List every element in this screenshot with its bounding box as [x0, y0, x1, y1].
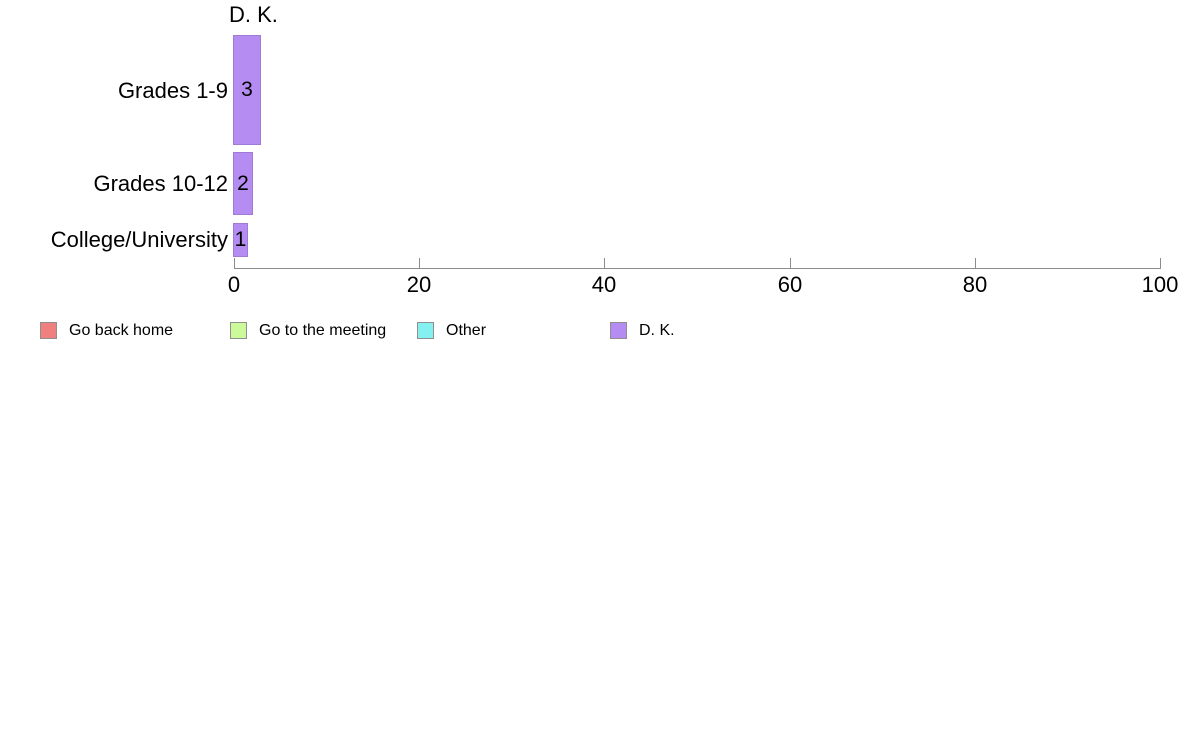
category-label-college-university: College/University: [50, 227, 228, 252]
legend-swatch-go-to-the-meeting: [230, 322, 247, 339]
chart-title: D. K.: [229, 2, 278, 27]
bar-grades-1-9: 3: [233, 35, 261, 145]
legend-item-go-back-home: Go back home: [40, 321, 173, 340]
legend-label: Go to the meeting: [259, 322, 387, 339]
legend-swatch-go-back-home: [40, 322, 57, 339]
legend-label: D. K.: [639, 322, 675, 339]
x-axis-tick: [1160, 258, 1161, 268]
legend-item-other: Other: [417, 321, 486, 340]
bar-value-label: 1: [234, 228, 247, 251]
x-axis-tick-label: 0: [227, 272, 241, 297]
x-axis-tick-label: 80: [962, 272, 988, 297]
category-label-grades-1-9: Grades 1-9: [117, 78, 228, 103]
x-axis-tick-label: 60: [777, 272, 803, 297]
x-axis-tick-label: 20: [406, 272, 432, 297]
x-axis-tick: [419, 258, 420, 268]
category-label-grades-10-12: Grades 10-12: [93, 171, 228, 196]
x-axis-tick-label: 100: [1141, 272, 1179, 297]
bar-value-label: 3: [241, 78, 253, 101]
x-axis-line: [234, 268, 1161, 269]
legend-label: Go back home: [69, 322, 174, 339]
x-axis-tick: [975, 258, 976, 268]
x-axis-tick: [234, 258, 235, 268]
legend-swatch-dk: [610, 322, 627, 339]
legend-item-go-to-the-meeting: Go to the meeting: [230, 321, 386, 340]
bar-college-university: 1: [233, 223, 248, 257]
x-axis-tick-label: 40: [591, 272, 617, 297]
x-axis-tick: [604, 258, 605, 268]
bar-grades-10-12: 2: [233, 152, 253, 215]
legend-item-dk: D. K.: [610, 321, 675, 340]
legend-label: Other: [446, 322, 487, 339]
legend-swatch-other: [417, 322, 434, 339]
bar-value-label: 2: [237, 171, 249, 195]
x-axis-tick: [790, 258, 791, 268]
